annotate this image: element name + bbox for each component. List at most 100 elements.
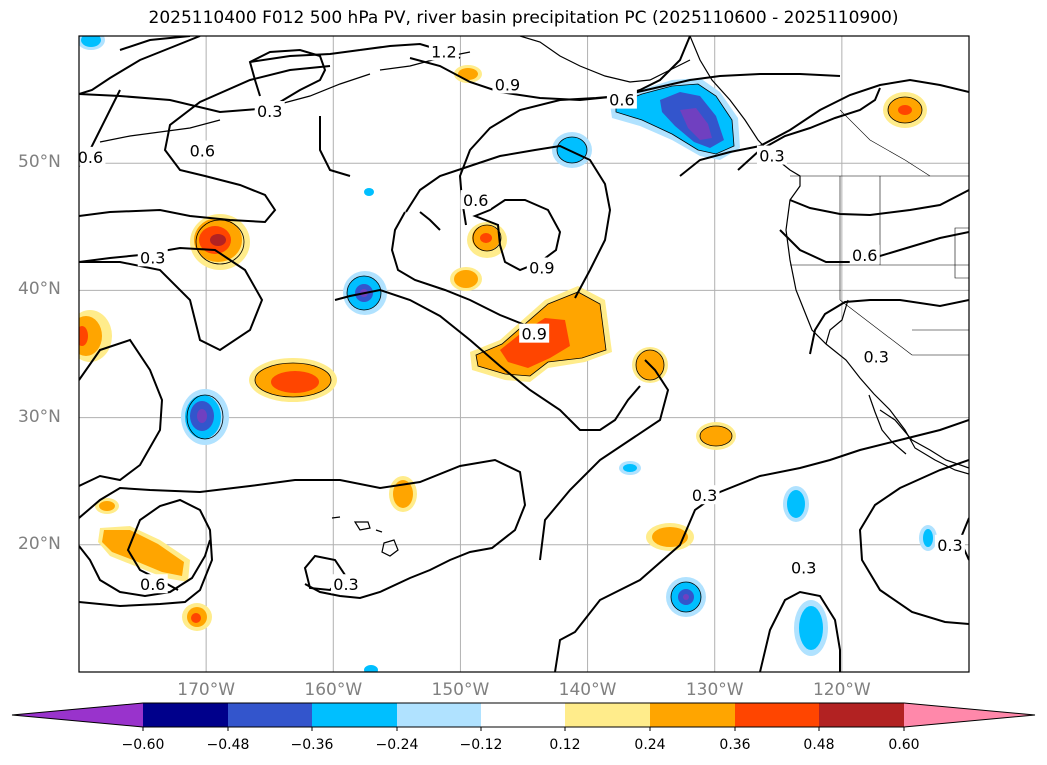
colorbar — [11, 702, 1036, 731]
precip-positive-blob — [98, 526, 190, 582]
colorbar-tick-label: −0.24 — [375, 737, 419, 753]
contour-label: 0.3 — [257, 102, 282, 121]
precip-positive-blob — [95, 498, 119, 514]
map-title: 2025110400 F012 500 hPa PV, river basin … — [148, 8, 899, 28]
pv-contour-0.6 — [79, 48, 327, 114]
colorbar-segment — [819, 703, 904, 727]
colorbar-tick-label: 0.36 — [719, 737, 751, 753]
lon-tick-label: 140°W — [558, 680, 617, 700]
coastlines — [99, 36, 969, 475]
colorbar-tick-label: −0.36 — [290, 737, 334, 753]
contour-label: 0.9 — [529, 259, 554, 278]
precip-positive-blob — [696, 422, 736, 450]
contour-label: 0.6 — [140, 575, 165, 594]
precip-positive-blob — [450, 267, 482, 291]
pv-contour-0.6 — [390, 211, 526, 326]
pv-contour-0.3 — [858, 459, 969, 625]
contour-label: 0.3 — [140, 248, 165, 267]
precip-positive-blob — [249, 358, 337, 402]
contour-label-bg — [137, 247, 168, 267]
colorbar-segment — [650, 703, 735, 727]
contour-label: 0.6 — [852, 246, 877, 265]
precip-positive-blob — [190, 214, 250, 270]
precip-positive-blob — [389, 476, 417, 512]
pv-contour-0.9 — [472, 199, 562, 272]
pv-contour-0.3 — [79, 338, 164, 487]
contour-label-bg — [689, 485, 720, 505]
pv-contour-0.3 — [539, 359, 670, 561]
contour-label: 0.6 — [78, 148, 103, 167]
precip-negative-blob — [552, 132, 592, 168]
pv-contour-0.3 — [319, 116, 351, 177]
contour-label-bg — [254, 101, 285, 121]
lat-tick-label: 30°N — [18, 406, 61, 427]
precip-fills — [79, 36, 937, 672]
state-borders — [790, 109, 969, 356]
precip-positive-blob — [182, 603, 212, 631]
precip-negative-blob — [919, 525, 937, 551]
contour-label-bg — [460, 190, 491, 210]
pv-contour-0.6 — [79, 539, 211, 598]
pv-contour-0.3 — [554, 419, 969, 672]
contour-label: 0.3 — [863, 348, 888, 367]
pv-contour-0.3 — [79, 65, 331, 224]
precip-positive-blob — [883, 92, 927, 128]
lat-tick-label: 40°N — [18, 279, 61, 300]
contour-label: 0.9 — [521, 325, 546, 344]
pv-contour-0.3 — [759, 590, 841, 672]
contour-label: 0.3 — [937, 536, 962, 555]
contour-label-bg — [934, 534, 965, 554]
colorbar-segment — [735, 703, 819, 727]
colorbar-segment — [312, 703, 397, 727]
map-frame — [78, 35, 970, 673]
lon-tick-label: 170°W — [177, 680, 236, 700]
colorbar-tick-label: 0.12 — [549, 737, 581, 753]
colorbar-segment — [143, 703, 228, 727]
contour-label: 0.3 — [759, 147, 784, 166]
pv-contour-0.3 — [79, 36, 201, 95]
lon-tick-label: 150°W — [431, 680, 490, 700]
colorbar-tick-label: −0.12 — [459, 737, 503, 753]
pv-contour-0.6 — [405, 144, 612, 299]
colorbar-segment — [565, 703, 650, 727]
contour-label: 0.9 — [495, 75, 520, 94]
lat-tick-label: 20°N — [18, 533, 61, 554]
contour-label-bg — [526, 257, 557, 277]
precip-positive-blob — [467, 222, 507, 258]
colorbar-segment — [481, 703, 565, 727]
precip-negative-blob — [666, 577, 706, 617]
pv-contour-0.3 — [79, 498, 214, 608]
pv-contour-0.6 — [789, 189, 969, 217]
pv-contour-0.6 — [419, 211, 441, 231]
pv-contour-0.3 — [79, 458, 527, 600]
colorbar-tick-label: 0.48 — [803, 737, 835, 753]
precip-negative-blob — [610, 78, 740, 160]
colorbar-tick-label: −0.60 — [121, 737, 165, 753]
precip-negative-blob — [794, 600, 828, 656]
precip-negative-blob — [619, 461, 641, 475]
lon-tick-label: 120°W — [812, 680, 871, 700]
colorbar-tick-label: 0.24 — [634, 737, 666, 753]
contour-label: 0.6 — [463, 191, 488, 210]
lon-tick-label: 130°W — [685, 680, 744, 700]
precip-positive-blob — [646, 523, 694, 551]
precip-negative-blob — [364, 665, 378, 672]
pv-contour-0.9 — [119, 36, 191, 51]
contour-label: 0.3 — [333, 575, 358, 594]
contour-label: 0.6 — [190, 141, 215, 160]
pv-contour-0.6 — [334, 288, 641, 431]
colorbar-segment — [228, 703, 312, 727]
contour-label-bg — [788, 557, 819, 577]
pv-contour-0.3 — [249, 49, 361, 63]
colorbar-segment — [397, 703, 481, 727]
lon-tick-label: 160°W — [304, 680, 363, 700]
contour-label: 0.3 — [791, 559, 816, 578]
precip-negative-blob — [783, 486, 809, 522]
hawaii-islands — [331, 516, 399, 557]
precip-negative-blob — [181, 389, 229, 445]
contour-label-bg — [187, 140, 218, 160]
colorbar-extend-high — [904, 703, 1035, 727]
contour-label-bg — [79, 146, 106, 166]
contour-label-bg — [331, 574, 361, 594]
